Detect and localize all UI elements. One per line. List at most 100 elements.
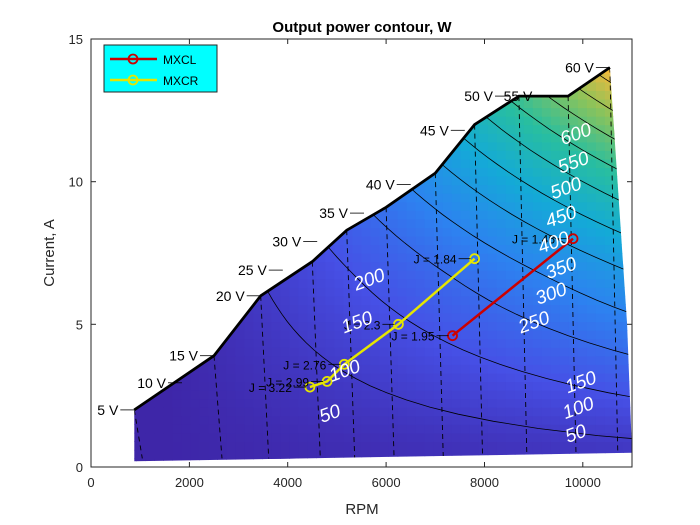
power-cell: [280, 338, 290, 348]
power-cell: [478, 381, 489, 391]
power-cell: [379, 244, 390, 254]
power-cell: [451, 150, 462, 160]
power-cell: [469, 432, 480, 442]
power-cell: [532, 415, 543, 425]
power-cell: [586, 295, 597, 305]
power-cell: [460, 184, 471, 194]
power-cell: [532, 355, 543, 365]
power-cell: [388, 253, 399, 263]
power-cell: [532, 330, 543, 340]
power-cell: [577, 167, 588, 177]
power-cell: [487, 201, 498, 211]
power-cell: [568, 176, 579, 186]
power-cell: [577, 432, 588, 442]
power-cell: [325, 415, 335, 425]
power-cell: [604, 158, 615, 168]
power-cell: [478, 124, 489, 134]
power-cell: [568, 235, 579, 246]
power-cell: [397, 424, 408, 434]
power-cell: [478, 355, 489, 365]
power-cell: [595, 441, 606, 451]
power-cell: [505, 338, 516, 348]
power-cell: [514, 107, 525, 117]
voltage-label: 40 V: [366, 177, 395, 193]
power-cell: [496, 176, 507, 186]
power-cell: [505, 133, 516, 143]
power-cell: [595, 304, 606, 314]
power-cell: [505, 176, 516, 186]
power-cell: [442, 218, 453, 228]
power-cell: [523, 116, 534, 126]
power-cell: [523, 432, 534, 442]
power-cell: [559, 287, 570, 297]
power-cell: [523, 424, 534, 434]
power-cell: [523, 415, 534, 425]
power-cell: [325, 304, 335, 314]
point-label: J = 2.3: [344, 318, 381, 332]
power-cell: [271, 415, 281, 425]
power-cell: [496, 184, 507, 194]
power-cell: [361, 295, 372, 305]
power-cell: [352, 227, 363, 237]
power-cell: [388, 304, 399, 314]
power-cell: [487, 312, 498, 323]
power-cell: [505, 124, 516, 134]
power-cell: [334, 355, 345, 365]
power-cell: [361, 347, 372, 357]
power-cell: [352, 278, 363, 288]
power-cell: [487, 390, 498, 400]
point-label: J = 1.84: [414, 253, 457, 267]
power-cell: [577, 133, 588, 143]
power-cell: [514, 227, 525, 237]
power-cell: [208, 415, 218, 425]
power-cell: [406, 210, 417, 220]
power-cell: [532, 381, 543, 391]
power-cell: [406, 355, 417, 365]
power-cell: [307, 330, 317, 340]
power-cell: [496, 295, 507, 305]
power-cell: [514, 133, 525, 143]
power-cell: [208, 441, 218, 451]
power-cell: [577, 124, 588, 134]
power-cell: [406, 304, 417, 314]
power-cell: [334, 321, 345, 331]
power-cell: [343, 295, 354, 305]
power-cell: [415, 270, 426, 280]
power-cell: [415, 338, 426, 348]
power-cell: [478, 193, 489, 203]
contour-line: [455, 67, 633, 462]
power-cell: [271, 372, 281, 382]
power-cell: [199, 432, 209, 442]
power-cell: [514, 141, 525, 151]
power-cell: [514, 116, 525, 126]
power-cell: [352, 253, 363, 263]
power-cell: [388, 449, 399, 460]
power-cell: [568, 193, 579, 203]
power-cell: [433, 415, 444, 425]
power-cell: [361, 424, 372, 434]
power-cell: [586, 210, 597, 220]
power-cell: [496, 432, 507, 442]
power-cell: [316, 253, 326, 263]
power-cell: [298, 372, 308, 382]
power-cell: [343, 372, 354, 382]
power-cell: [523, 338, 534, 348]
power-cell: [433, 321, 444, 331]
power-cell: [424, 398, 435, 408]
voltage-label: 15 V: [169, 348, 198, 364]
power-cell: [343, 227, 354, 237]
power-cell: [370, 390, 381, 400]
power-cell: [541, 193, 552, 203]
power-cell: [163, 449, 173, 460]
power-cell: [577, 441, 588, 451]
power-cell: [541, 312, 552, 323]
power-cell: [451, 312, 462, 323]
power-cell: [523, 98, 534, 109]
power-cell: [595, 330, 606, 340]
power-cell: [568, 133, 579, 143]
power-cell: [550, 287, 561, 297]
power-cell: [614, 381, 624, 391]
power-cell: [559, 390, 570, 400]
power-cell: [595, 124, 606, 134]
point-label: J = 1.46: [512, 233, 555, 247]
